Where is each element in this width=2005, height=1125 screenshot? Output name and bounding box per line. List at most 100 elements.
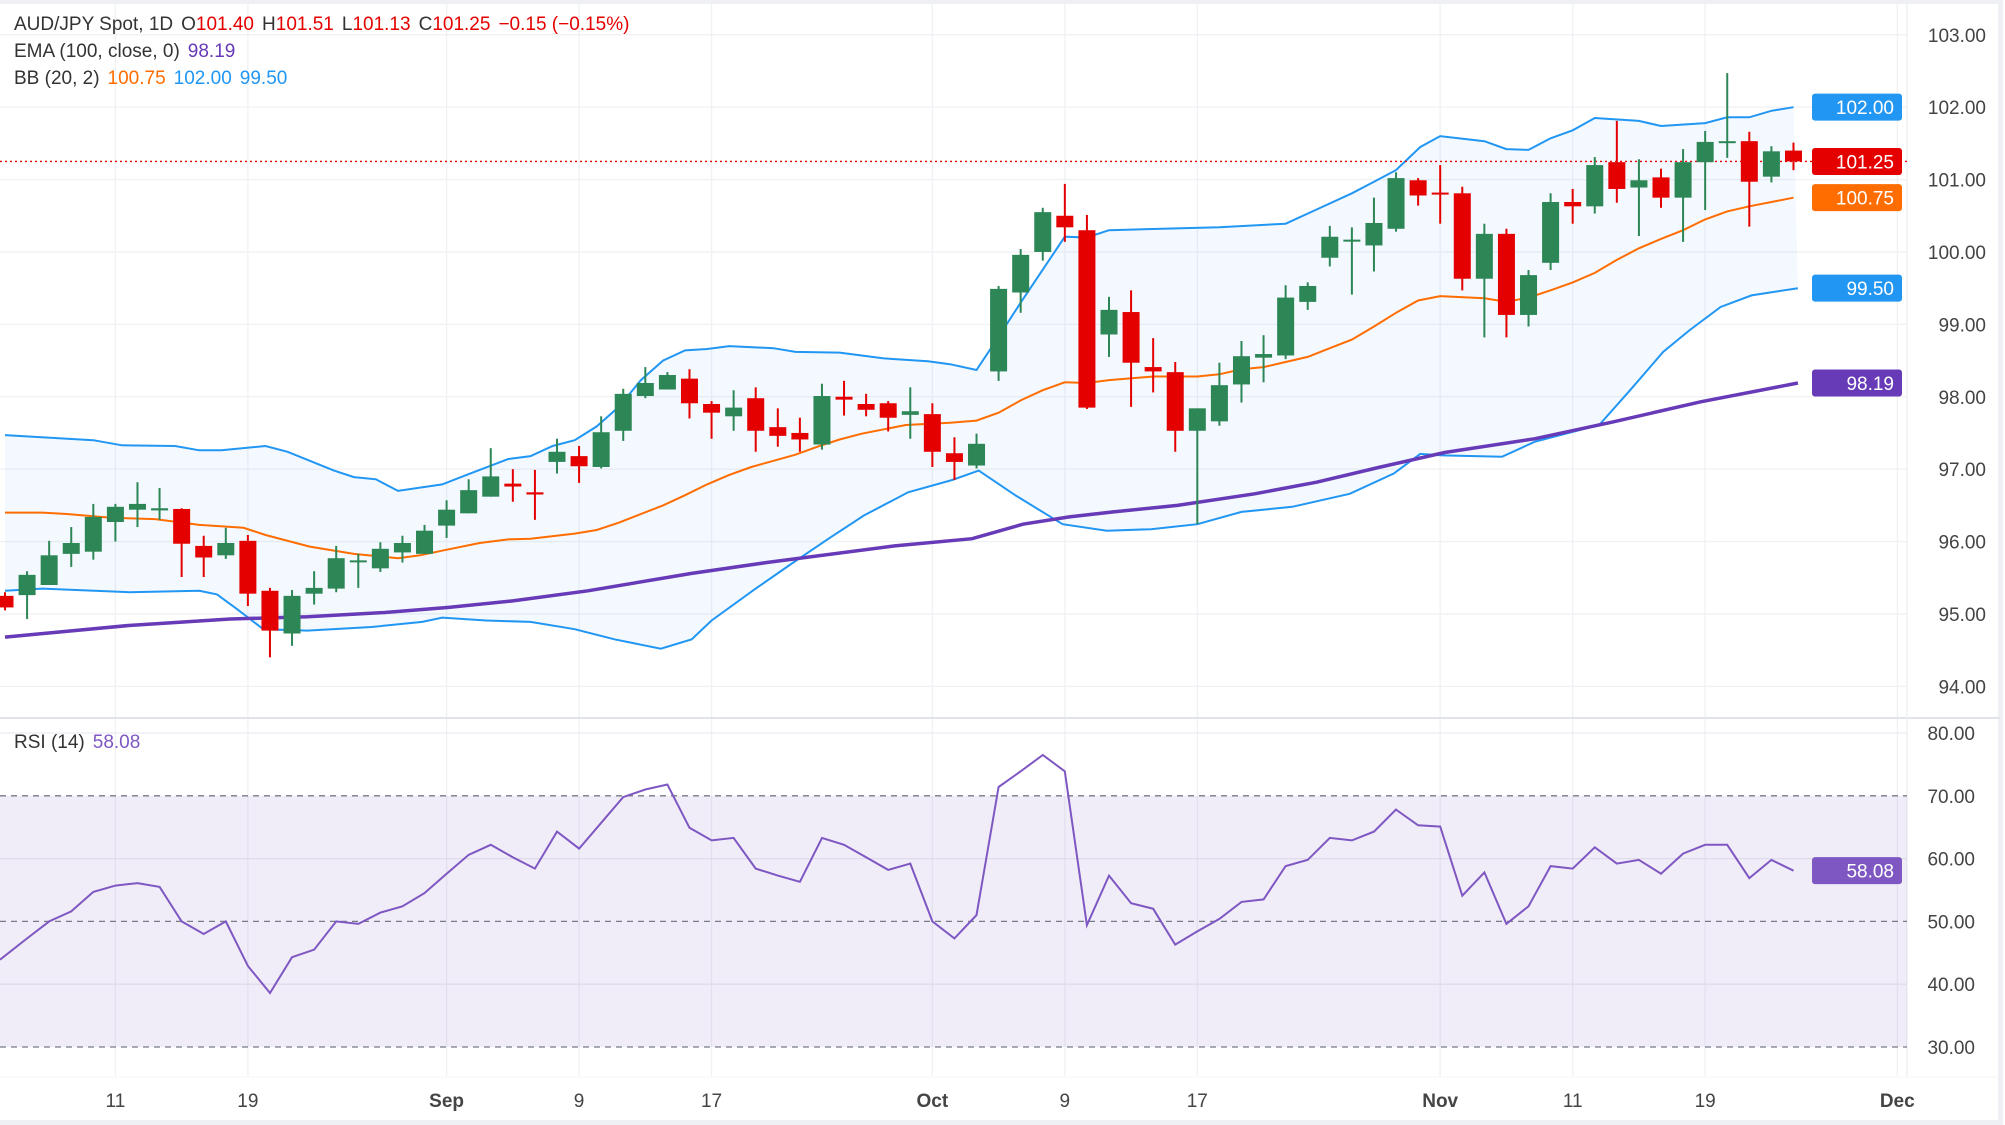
candle-up <box>901 411 919 415</box>
time-tick-label: 11 <box>1563 1091 1583 1112</box>
time-tick-label: Oct <box>917 1091 949 1112</box>
candle-down <box>504 483 522 487</box>
price-tick-label: 102.00 <box>1928 98 1986 119</box>
candle-up <box>592 432 610 467</box>
candle-down <box>857 403 875 410</box>
candle-up <box>813 396 831 445</box>
candle-down <box>1144 367 1162 372</box>
bb-lower-value: 99.50 <box>239 68 288 89</box>
price-tick-label: 96.00 <box>1938 533 1986 554</box>
price-badge <box>1812 93 1902 121</box>
rsi-badge <box>1812 857 1902 885</box>
candle-up <box>283 595 301 634</box>
time-tick-label: Nov <box>1422 1091 1458 1112</box>
candle-up <box>725 407 743 417</box>
candle-up <box>548 451 566 462</box>
candle-up <box>416 530 434 554</box>
legend-open: 101.40 <box>195 14 255 35</box>
legend-close: 101.25 <box>432 14 491 35</box>
candle-down <box>1784 150 1802 162</box>
price-badge <box>1812 147 1902 175</box>
candle-up <box>40 555 58 585</box>
candle-up <box>1718 141 1736 144</box>
time-tick-label: Sep <box>429 1091 464 1112</box>
bb-mid-value: 100.75 <box>107 68 166 89</box>
candle-down <box>1740 141 1758 182</box>
price-badge-label: 101.25 <box>1836 152 1894 173</box>
candle-up <box>128 503 146 510</box>
bb-label: BB (20, 2) <box>14 68 100 89</box>
price-tick-label: 94.00 <box>1938 677 1986 698</box>
candle-down <box>680 378 698 404</box>
candle-up <box>482 476 500 497</box>
candle-up <box>1343 239 1361 242</box>
candle-down <box>1652 177 1670 198</box>
candle-down <box>879 403 897 418</box>
candle-down <box>239 540 257 594</box>
legend-change: −0.15 (−0.15%) <box>498 14 630 35</box>
rsi-label: RSI (14) <box>14 732 85 753</box>
legend-low: 101.13 <box>352 14 411 35</box>
candle-up <box>1586 165 1604 207</box>
candle-down <box>1453 193 1471 279</box>
price-badge <box>1812 274 1902 302</box>
candle-down <box>1078 230 1096 408</box>
candle-down <box>835 396 853 400</box>
candle-up <box>1674 162 1692 198</box>
candle-up <box>968 443 986 466</box>
candle-down <box>747 398 765 431</box>
candle-up <box>349 560 367 563</box>
candle-up <box>371 548 389 569</box>
candle-down <box>261 590 279 631</box>
candle-down <box>769 427 787 436</box>
candle-down <box>1431 192 1449 195</box>
rsi-tick-label: 80.00 <box>1927 724 1975 745</box>
price-tick-label: 97.00 <box>1938 460 1986 481</box>
candle-up <box>658 375 676 390</box>
ema-line <box>4 381 1799 639</box>
price-badge-label: 99.50 <box>1846 279 1894 300</box>
candle-down <box>1166 372 1184 431</box>
legend-open-label: O <box>181 14 196 35</box>
candle-down <box>791 432 809 440</box>
candle-up <box>151 508 169 511</box>
rsi-tick-label: 70.00 <box>1927 787 1975 808</box>
candle-down <box>570 456 588 467</box>
candle-up <box>84 516 102 552</box>
candle-down <box>0 595 14 608</box>
candle-up <box>1542 201 1560 263</box>
price-badge <box>1812 369 1902 397</box>
price-tick-label: 99.00 <box>1938 315 1986 336</box>
candle-down <box>1056 215 1074 228</box>
candle-up <box>1299 285 1317 302</box>
price-tick-label: 95.00 <box>1938 605 1986 626</box>
legend-rsi[interactable]: RSI (14) 58.08 <box>14 732 148 754</box>
candle-up <box>1232 356 1250 385</box>
rsi-line <box>0 753 1794 995</box>
candle-up <box>1034 212 1052 252</box>
rsi-tick-label: 40.00 <box>1927 975 1975 996</box>
candle-up <box>18 574 36 596</box>
candle-up <box>1696 141 1714 163</box>
candle-up <box>1475 233 1493 279</box>
rsi-tick-label: 30.00 <box>1927 1038 1975 1059</box>
candle-down <box>526 492 544 495</box>
candle-down <box>1564 201 1582 207</box>
time-tick-label: 9 <box>1060 1091 1071 1112</box>
bb-upper-line <box>4 106 1794 492</box>
time-tick-label: 19 <box>237 1091 258 1112</box>
legend-ema[interactable]: EMA (100, close, 0) 98.19 <box>14 41 243 63</box>
price-tick-label: 98.00 <box>1938 388 1986 409</box>
ema-value: 98.19 <box>187 41 236 62</box>
candle-up <box>327 558 345 589</box>
legend-main: AUD/JPY Spot, 1D O101.40 H101.51 L101.13 C10… <box>14 14 637 36</box>
rsi-tick-label: 60.00 <box>1927 850 1975 871</box>
candle-up <box>1630 180 1648 188</box>
legend-bb[interactable]: BB (20, 2) 100.75 102.00 99.50 <box>14 68 295 90</box>
legend-symbol: AUD/JPY Spot, 1D <box>14 14 174 35</box>
legend-close-label: C <box>418 14 433 35</box>
candle-up <box>1365 222 1383 246</box>
legend-low-label: L <box>341 14 353 35</box>
time-tick-label: 17 <box>701 1091 722 1112</box>
